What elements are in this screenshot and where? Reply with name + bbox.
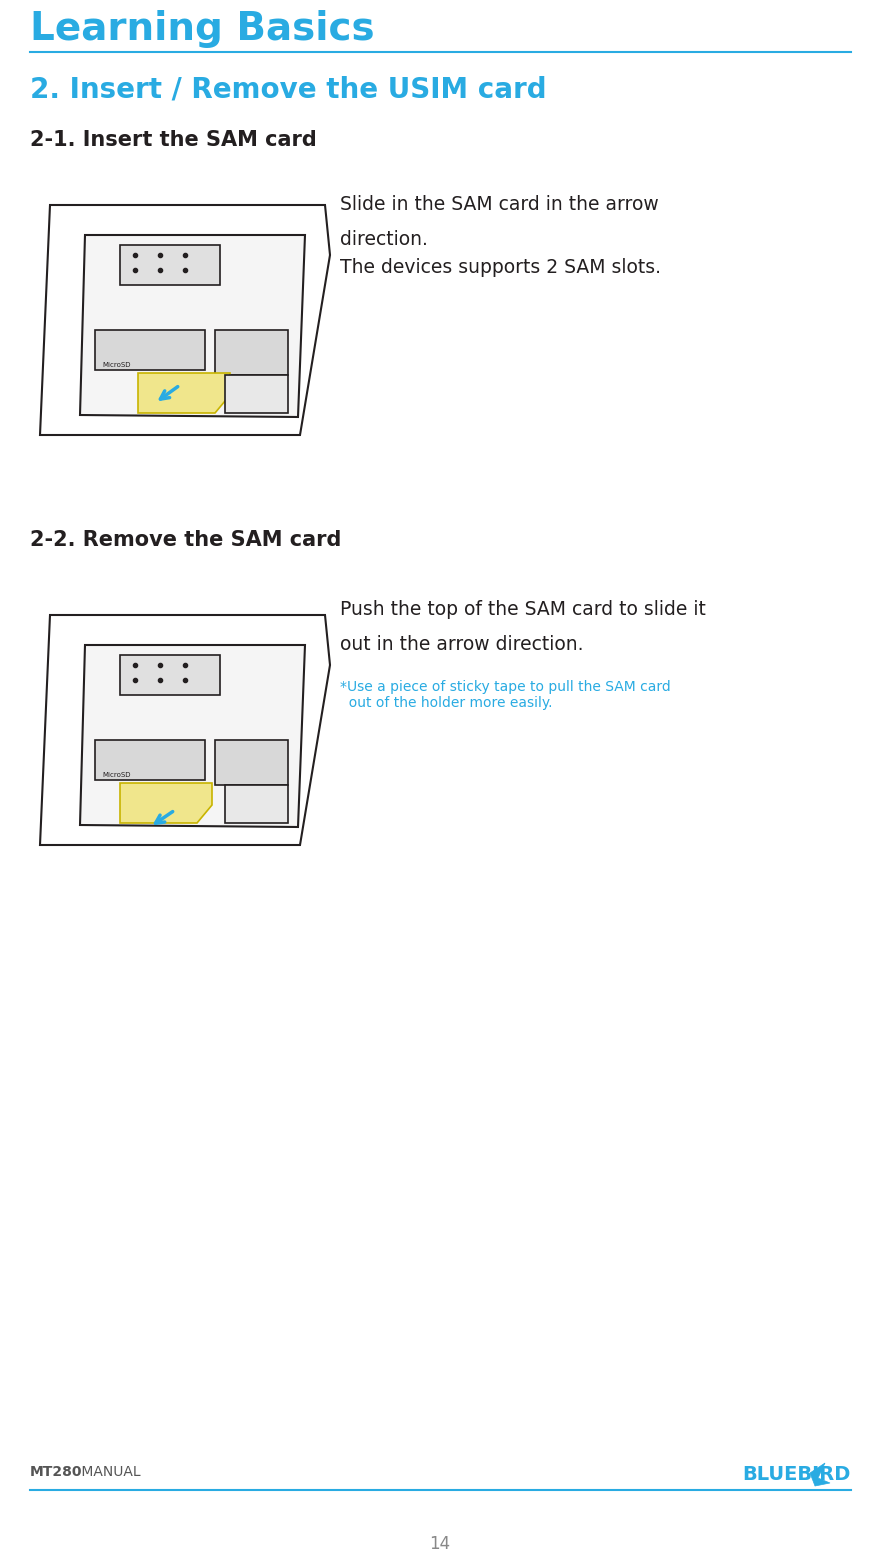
Text: 14: 14 (429, 1536, 450, 1553)
Polygon shape (138, 373, 230, 413)
Text: 2-1. Insert the SAM card: 2-1. Insert the SAM card (30, 129, 317, 150)
Text: The devices supports 2 SAM slots.: The devices supports 2 SAM slots. (340, 257, 661, 278)
Polygon shape (225, 786, 288, 823)
Polygon shape (215, 331, 288, 376)
Polygon shape (120, 655, 220, 695)
Polygon shape (120, 783, 212, 823)
Text: 2. Insert / Remove the USIM card: 2. Insert / Remove the USIM card (30, 75, 546, 103)
Polygon shape (95, 741, 205, 780)
Text: MicroSD: MicroSD (102, 772, 130, 778)
Text: Slide in the SAM card in the arrow: Slide in the SAM card in the arrow (340, 195, 659, 214)
Text: out in the arrow direction.: out in the arrow direction. (340, 635, 583, 653)
Polygon shape (95, 331, 205, 369)
Text: direction.: direction. (340, 231, 428, 249)
Polygon shape (215, 741, 288, 786)
Text: *Use a piece of sticky tape to pull the SAM card
  out of the holder more easily: *Use a piece of sticky tape to pull the … (340, 680, 670, 711)
Polygon shape (225, 376, 288, 413)
Text: Push the top of the SAM card to slide it: Push the top of the SAM card to slide it (340, 600, 706, 619)
Polygon shape (80, 235, 305, 416)
Text: MANUAL: MANUAL (77, 1465, 141, 1479)
Text: MicroSD: MicroSD (102, 362, 130, 368)
Polygon shape (80, 645, 305, 826)
Text: BLUEBIRD: BLUEBIRD (743, 1465, 851, 1484)
Polygon shape (120, 245, 220, 285)
Text: 2-2. Remove the SAM card: 2-2. Remove the SAM card (30, 530, 341, 550)
Polygon shape (810, 1462, 830, 1486)
Text: Learning Basics: Learning Basics (30, 9, 374, 48)
Text: MT280: MT280 (30, 1465, 83, 1479)
